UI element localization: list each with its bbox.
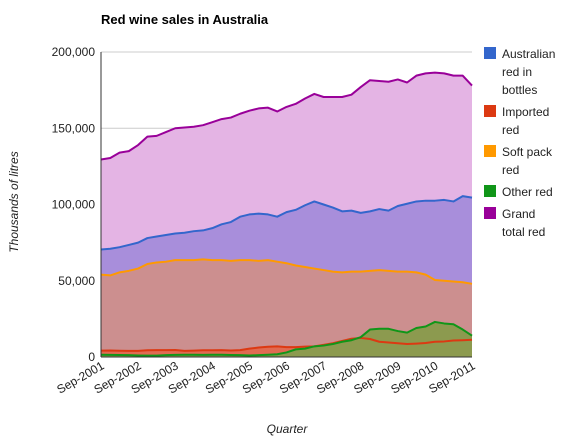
series-areas	[101, 72, 472, 357]
x-axis-title: Quarter	[267, 422, 309, 436]
legend-swatch-other-red	[484, 185, 496, 197]
legend-label-soft-pack-red: Soft pack red	[502, 145, 553, 177]
legend-swatch-soft-pack-red	[484, 145, 496, 157]
series-lines	[100, 71, 473, 357]
axes	[100, 52, 472, 358]
y-tick-label: 0	[88, 350, 95, 364]
x-tick-labels: Sep-2001Sep-2002Sep-2003Sep-2004Sep-2005…	[54, 358, 477, 396]
line-other-red	[100, 320, 473, 357]
y-tick-label: 150,000	[52, 121, 96, 135]
legend: Australian red in bottles Imported red Soft p…	[484, 47, 555, 239]
line-australian-red-in-bottles	[100, 195, 473, 251]
legend-label-grand-total-red: Grand total red	[502, 207, 545, 239]
y-tick-label: 200,000	[52, 45, 96, 59]
line-grand-total-red	[100, 71, 473, 161]
legend-swatch-imported-red	[484, 105, 496, 117]
y-tick-label: 100,000	[52, 198, 96, 212]
y-tick-label: 50,000	[58, 274, 95, 288]
area-other-red	[101, 321, 472, 357]
line-soft-pack-red	[100, 258, 473, 285]
legend-label-other-red: Other red	[502, 185, 553, 199]
line-imported-red	[100, 336, 473, 352]
legend-swatch-grand-total-red	[484, 207, 496, 219]
legend-label-australian-red-in-bottles: Australian red in bottles	[502, 47, 555, 97]
y-tick-labels: 0 50,000 100,000 150,000 200,000	[52, 45, 96, 364]
legend-label-imported-red: Imported red	[502, 105, 549, 137]
chart-title: Red wine sales in Australia	[101, 12, 269, 27]
y-axis-title: Thousands of litres	[7, 151, 21, 252]
legend-swatch-australian-red-in-bottles	[484, 47, 496, 59]
